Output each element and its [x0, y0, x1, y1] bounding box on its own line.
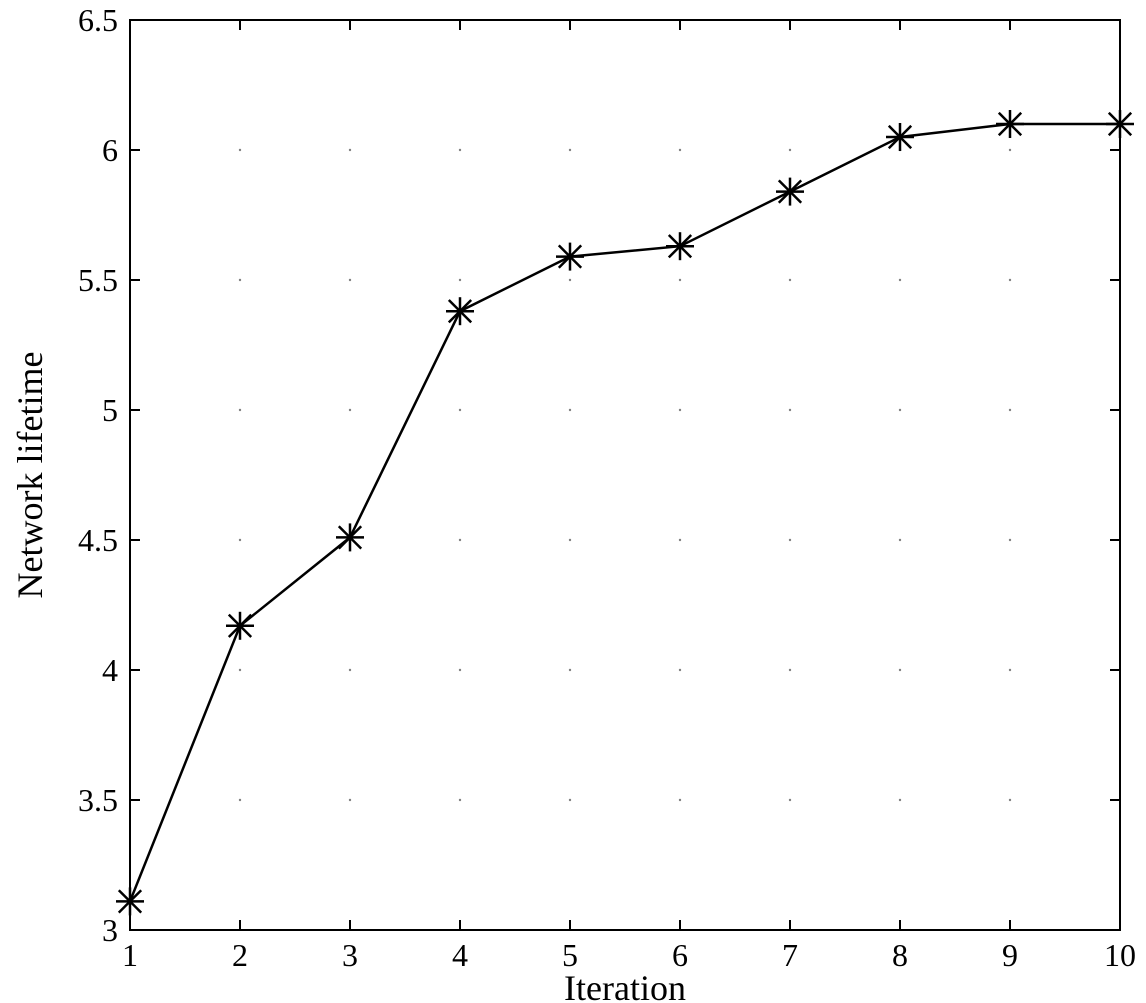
grid-dot	[899, 669, 901, 671]
y-tick-label: 6.5	[78, 2, 118, 38]
grid-dot	[349, 279, 351, 281]
y-tick-label: 3	[102, 912, 118, 948]
grid-dot	[1009, 539, 1011, 541]
y-tick-label: 4	[102, 652, 118, 688]
data-marker	[556, 243, 584, 271]
grid-dot	[899, 409, 901, 411]
grid-dot	[1009, 799, 1011, 801]
grid-dot	[459, 539, 461, 541]
grid-dot	[239, 539, 241, 541]
data-marker	[1106, 110, 1134, 138]
x-tick-label: 8	[892, 937, 908, 973]
y-tick-label: 5	[102, 392, 118, 428]
x-tick-label: 9	[1002, 937, 1018, 973]
grid-dot	[569, 409, 571, 411]
data-marker	[776, 178, 804, 206]
grid-dot	[679, 409, 681, 411]
grid-dot	[899, 539, 901, 541]
x-tick-label: 4	[452, 937, 468, 973]
grid-dot	[789, 279, 791, 281]
grid-dot	[569, 149, 571, 151]
grid-dot	[569, 799, 571, 801]
grid-dot	[789, 539, 791, 541]
y-axis-label: Network lifetime	[10, 352, 50, 599]
grid-dot	[899, 279, 901, 281]
chart-container: 1234567891033.544.555.566.5IterationNetw…	[0, 0, 1146, 1003]
grid-dot	[239, 799, 241, 801]
data-marker	[116, 887, 144, 915]
data-marker	[336, 523, 364, 551]
grid-dot	[679, 279, 681, 281]
grid-dot	[239, 149, 241, 151]
grid-dot	[679, 799, 681, 801]
x-tick-label: 3	[342, 937, 358, 973]
data-marker	[666, 232, 694, 260]
grid-dot	[459, 279, 461, 281]
grid-dot	[459, 669, 461, 671]
y-tick-label: 3.5	[78, 782, 118, 818]
grid-dot	[459, 799, 461, 801]
grid-dot	[789, 409, 791, 411]
grid-dot	[789, 149, 791, 151]
grid-dot	[679, 539, 681, 541]
grid-dot	[1009, 669, 1011, 671]
grid-dot	[569, 669, 571, 671]
grid-dot	[1009, 279, 1011, 281]
data-marker	[996, 110, 1024, 138]
grid-dot	[459, 409, 461, 411]
grid-dot	[789, 799, 791, 801]
x-tick-label: 1	[122, 937, 138, 973]
grid-dot	[239, 669, 241, 671]
y-tick-label: 6	[102, 132, 118, 168]
grid-dot	[569, 279, 571, 281]
y-tick-label: 4.5	[78, 522, 118, 558]
grid-dot	[239, 279, 241, 281]
grid-dot	[1009, 409, 1011, 411]
data-marker	[446, 297, 474, 325]
x-axis-label: Iteration	[564, 968, 686, 1003]
grid-dot	[349, 149, 351, 151]
grid-dot	[239, 409, 241, 411]
grid-dot	[899, 799, 901, 801]
grid-dot	[1009, 149, 1011, 151]
grid-dot	[789, 669, 791, 671]
data-marker	[226, 612, 254, 640]
x-tick-label: 2	[232, 937, 248, 973]
line-chart: 1234567891033.544.555.566.5IterationNetw…	[0, 0, 1146, 1003]
x-tick-label: 7	[782, 937, 798, 973]
grid-dot	[349, 409, 351, 411]
data-marker	[886, 123, 914, 151]
y-tick-label: 5.5	[78, 262, 118, 298]
grid-dot	[349, 669, 351, 671]
grid-dot	[679, 149, 681, 151]
x-tick-label: 10	[1104, 937, 1136, 973]
grid-dot	[569, 539, 571, 541]
grid-dot	[679, 669, 681, 671]
grid-dot	[349, 799, 351, 801]
grid-dot	[459, 149, 461, 151]
